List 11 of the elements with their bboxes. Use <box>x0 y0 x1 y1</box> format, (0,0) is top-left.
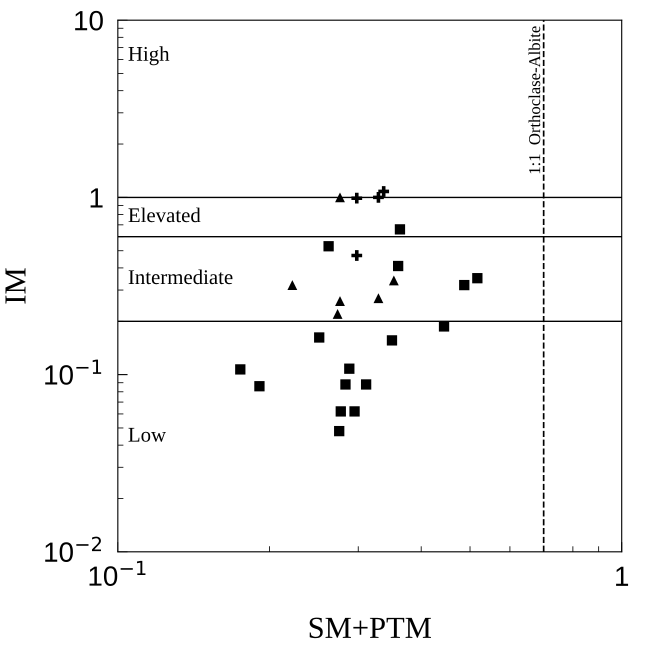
y-tick-label: 1 <box>90 188 103 208</box>
annotation: Low <box>128 428 166 442</box>
x-axis-title: SM+PTM <box>310 618 431 638</box>
ref-line-label: 1:1 Orthoclase-Albite <box>528 26 540 174</box>
y-tick-label: 10 <box>75 10 103 30</box>
annotation: High <box>128 46 170 66</box>
y-tick-label: 10$^{−1}$ <box>45 360 102 385</box>
y-tick-label: 10$^{−2}$ <box>45 536 101 562</box>
y-axis-title: IM <box>5 268 26 304</box>
annotation: Elevated <box>128 208 201 222</box>
annotation: Intermediate <box>128 270 232 284</box>
